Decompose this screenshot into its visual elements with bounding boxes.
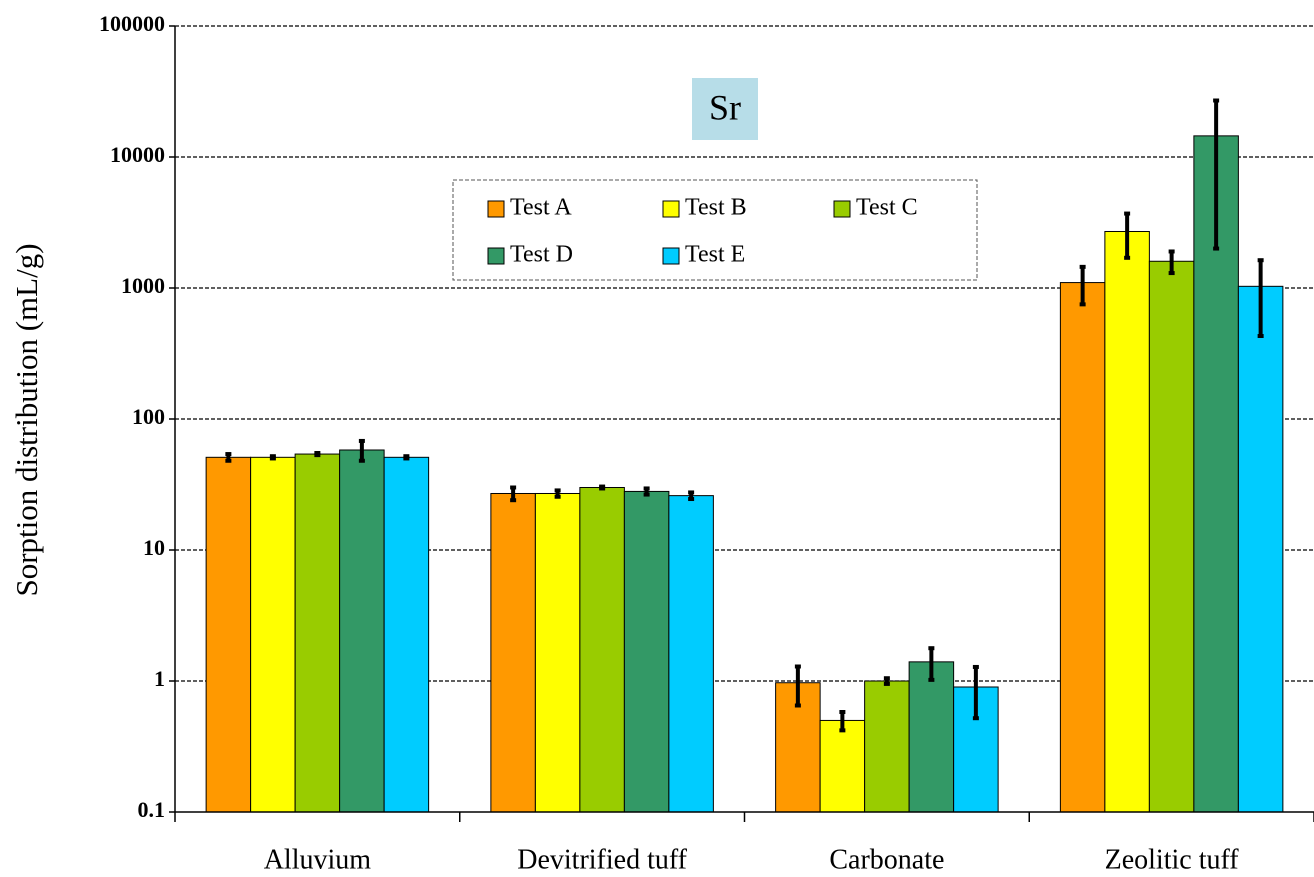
bar	[1059, 282, 1106, 813]
error-bar	[794, 664, 801, 708]
error-bar	[269, 454, 276, 461]
y-tick-label: 0.1	[138, 797, 166, 822]
error-bar	[643, 486, 650, 497]
error-bar	[688, 490, 695, 502]
bar	[579, 486, 625, 813]
bar	[1148, 260, 1195, 813]
legend-swatch	[662, 247, 680, 265]
legend-swatch	[833, 200, 851, 218]
error-bar	[554, 488, 561, 499]
y-tick-label: 1	[154, 666, 165, 691]
error-bar	[839, 709, 846, 733]
error-bar	[314, 451, 321, 458]
x-tick-label: Zeolitic tuff	[1105, 844, 1240, 875]
bar	[205, 456, 252, 813]
legend-label: Test E	[685, 242, 745, 268]
y-tick-label: 100000	[99, 11, 165, 36]
bar	[1237, 285, 1284, 813]
bar	[1104, 230, 1150, 813]
y-tick-label: 10	[143, 535, 165, 560]
x-tick-label: Alluvium	[264, 844, 372, 875]
bar	[339, 449, 385, 813]
error-bar	[1257, 258, 1264, 339]
y-tick-label: 100	[132, 404, 165, 429]
error-bar	[1079, 264, 1086, 307]
chart-title: Sr	[709, 87, 741, 127]
error-bar	[972, 664, 979, 721]
legend-swatch	[487, 200, 505, 218]
title-box	[692, 78, 758, 140]
x-tick-label: Carbonate	[829, 844, 944, 875]
legend-label: Test C	[856, 195, 918, 221]
x-tick-label: Devitrified tuff	[517, 844, 687, 875]
bar	[250, 456, 296, 813]
bar	[383, 456, 430, 813]
y-axis-label: Sorption distribution (mL/g)	[9, 243, 44, 596]
legend-label: Test D	[510, 242, 573, 268]
bar	[534, 492, 581, 813]
error-bar	[599, 484, 606, 491]
error-bar	[883, 676, 890, 686]
y-tick-label: 10000	[110, 142, 165, 167]
bar	[668, 495, 714, 813]
legend-label: Test A	[510, 195, 572, 221]
legend-swatch	[662, 200, 680, 218]
legend-box	[452, 179, 978, 281]
error-bar	[1213, 98, 1220, 251]
legend-label: Test B	[685, 195, 747, 221]
y-tick-label: 1000	[121, 273, 165, 298]
error-bar	[510, 485, 517, 503]
error-bar	[403, 454, 410, 461]
bar	[623, 490, 670, 813]
error-bar	[225, 452, 232, 463]
bar	[294, 453, 341, 813]
bar	[490, 492, 536, 813]
bar	[864, 680, 910, 813]
legend-swatch	[487, 247, 505, 265]
bar	[908, 661, 955, 813]
error-bar	[358, 438, 365, 463]
bar	[819, 719, 866, 813]
error-bar	[1124, 211, 1131, 260]
error-bar	[1168, 249, 1175, 276]
error-bar	[928, 646, 935, 682]
